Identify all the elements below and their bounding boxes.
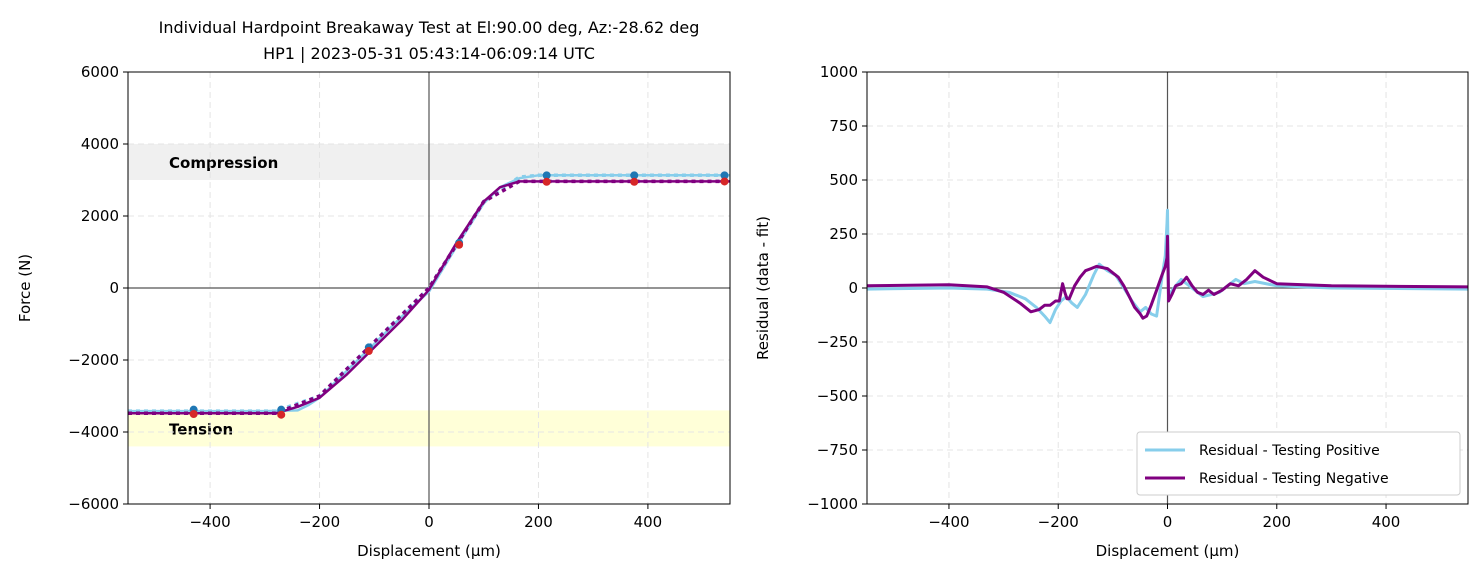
x-tick-label: 200 bbox=[1262, 513, 1291, 531]
series-group bbox=[867, 208, 1468, 325]
x-tick-label: 0 bbox=[424, 513, 434, 531]
x-tick-label: 0 bbox=[1163, 513, 1173, 531]
band-label: Compression bbox=[169, 154, 278, 172]
legend-label: Residual - Testing Positive bbox=[1199, 443, 1380, 459]
legend: Residual - Testing Positive Residual - Te… bbox=[1136, 431, 1461, 496]
y-tick-label: −250 bbox=[817, 333, 858, 351]
data-point bbox=[189, 410, 198, 418]
series-0-line bbox=[128, 174, 730, 413]
chart-title: Individual Hardpoint Breakaway Test at E… bbox=[159, 18, 700, 37]
chart-subtitle: HP1 | 2023-05-31 05:43:14-06:09:14 UTC bbox=[263, 44, 595, 63]
y-tick-label: −750 bbox=[817, 441, 858, 459]
residual-plot: −400 −200 0 200 400 −1000 −750 −500 −250 0 250 500 7… bbox=[754, 63, 1469, 560]
data-point bbox=[720, 171, 729, 180]
x-axis-label: Displacement (µm) bbox=[357, 542, 501, 560]
y-tick-label: −500 bbox=[817, 387, 858, 405]
data-point bbox=[542, 177, 551, 186]
y-axis-label: Force (N) bbox=[16, 254, 34, 322]
y-tick-label: 500 bbox=[829, 171, 858, 189]
x-tick-label: 400 bbox=[1372, 513, 1401, 531]
data-point bbox=[630, 177, 639, 186]
y-tick-label: 0 bbox=[848, 279, 858, 297]
y-tick-label: 250 bbox=[829, 225, 858, 243]
y-tick-label: −4000 bbox=[68, 423, 119, 441]
legend-box bbox=[1136, 431, 1461, 496]
data-point bbox=[455, 240, 464, 249]
x-tick-label: 200 bbox=[524, 513, 553, 531]
data-point bbox=[364, 347, 373, 355]
y-tick-label: −2000 bbox=[68, 351, 119, 369]
x-tick-label: −400 bbox=[189, 513, 230, 531]
y-tick-label: 4000 bbox=[81, 135, 119, 153]
y-tick-label: 0 bbox=[109, 279, 119, 297]
series-2-line bbox=[128, 180, 730, 415]
y-tick-label: 1000 bbox=[820, 63, 858, 81]
data-point bbox=[630, 171, 639, 180]
y-tick-label: −1000 bbox=[807, 495, 858, 513]
series-group bbox=[128, 171, 730, 419]
x-axis-label: Displacement (µm) bbox=[1096, 542, 1240, 560]
residual-testing-negative-line bbox=[867, 234, 1468, 320]
y-tick-label: −6000 bbox=[68, 495, 119, 513]
data-point bbox=[720, 177, 729, 186]
x-tick-label: −200 bbox=[299, 513, 340, 531]
y-tick-label: 6000 bbox=[81, 63, 119, 81]
band-label: Tension bbox=[169, 420, 233, 438]
x-tick-label: 400 bbox=[634, 513, 663, 531]
data-point bbox=[277, 410, 286, 419]
x-tick-label: −200 bbox=[1038, 513, 1079, 531]
legend-label: Residual - Testing Negative bbox=[1199, 471, 1389, 487]
data-point bbox=[542, 171, 551, 180]
y-tick-label: 750 bbox=[829, 117, 858, 135]
y-tick-label: 2000 bbox=[81, 207, 119, 225]
y-axis-label: Residual (data - fit) bbox=[754, 216, 772, 360]
x-tick-label: −400 bbox=[928, 513, 969, 531]
